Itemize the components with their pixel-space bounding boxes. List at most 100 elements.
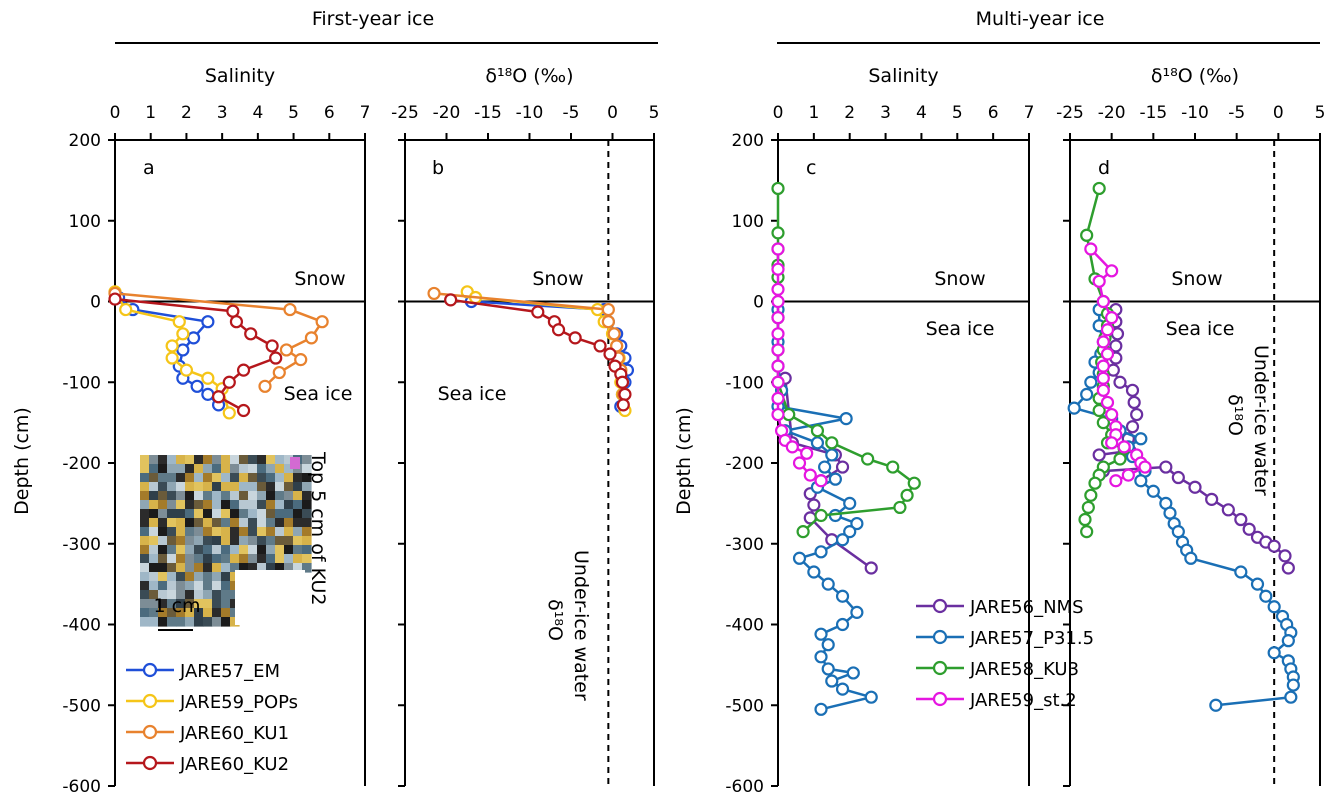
- legend-c: JARE56_NMS JARE57_P31.5 JARE58_KU3 JARE59_s…: [916, 597, 1094, 711]
- x-tick-label-b: -15: [474, 103, 502, 123]
- data-point-JARE57_P31.5: [835, 617, 850, 632]
- data-point-JARE56_NMS: [1109, 339, 1123, 353]
- y-tick-label-c: -200: [725, 454, 764, 474]
- photo-cell: [284, 518, 294, 528]
- photo-cell: [248, 455, 258, 465]
- photo-cell: [221, 590, 231, 600]
- photo-cell: [194, 473, 204, 483]
- photo-cell: [302, 554, 312, 564]
- data-point-JARE57_P31.5: [850, 605, 864, 619]
- y-axis-label-right: Depth (cm): [673, 407, 695, 515]
- x-tick-label-c: 5: [952, 103, 963, 123]
- photo-cell: [203, 572, 213, 582]
- x-tick-label-c: 4: [916, 103, 927, 123]
- data-point-JARE60_KU1: [315, 315, 329, 329]
- photo-cell: [194, 590, 204, 600]
- annotation-under-ice-water: Under-ice water: [570, 550, 592, 701]
- data-point-JARE60_KU1: [601, 302, 615, 317]
- photo-cell: [158, 617, 168, 627]
- photo-cell: [266, 518, 276, 528]
- photo-cell: [275, 536, 285, 546]
- photo-cell: [176, 455, 186, 465]
- data-point-JARE60_KU2: [269, 351, 283, 365]
- photo-cell: [194, 491, 204, 501]
- data-point-JARE58_KU3: [771, 181, 785, 196]
- photo-cell: [140, 464, 150, 474]
- data-point-JARE57_P31.5: [1259, 589, 1273, 603]
- data-point-JARE58_KU3: [771, 226, 785, 240]
- photo-cell: [239, 545, 249, 555]
- data-point-JARE56_NMS: [1188, 480, 1202, 494]
- photo-cell: [239, 527, 249, 537]
- photo-cell: [275, 491, 285, 501]
- data-point-JARE57_P31.5: [1281, 634, 1295, 648]
- data-point-JARE59_st.2: [1138, 460, 1152, 474]
- photo-cell: [230, 554, 240, 564]
- photo-cell: [140, 473, 150, 483]
- photo-cell: [212, 464, 222, 474]
- data-point-JARE60_KU2: [226, 304, 240, 318]
- data-point-JARE57_P31.5: [835, 682, 850, 696]
- photo-cell: [149, 581, 159, 591]
- photo-cell: [203, 536, 213, 546]
- data-point-JARE57_P31.5: [814, 650, 828, 664]
- photo-cell: [140, 500, 150, 510]
- photo-cell: [275, 473, 285, 483]
- photo-cell: [176, 572, 186, 582]
- y-tick-label-c: -300: [725, 535, 764, 555]
- data-point-JARE57_EM: [176, 343, 190, 357]
- data-point-JARE59_st.2: [800, 446, 814, 460]
- data-point-JARE59_st.2: [1121, 468, 1135, 482]
- photo-cell: [248, 509, 258, 519]
- photo-cell: [275, 482, 285, 492]
- photo-cell: [149, 563, 159, 573]
- data-point-JARE57_P31.5: [810, 436, 825, 450]
- photo-cell: [212, 581, 222, 591]
- data-point-JARE56_NMS: [1171, 470, 1185, 485]
- photo-cell: [167, 581, 177, 591]
- legend-label-JARE60_KU2: JARE60_KU2: [179, 754, 289, 775]
- annotation-snow: Snow: [294, 268, 345, 290]
- photo-cell: [185, 536, 195, 546]
- data-point-JARE60_KU2: [236, 363, 251, 377]
- photo-cell: [293, 491, 303, 501]
- data-point-JARE57_EM: [201, 315, 215, 329]
- photo-cell: [239, 482, 249, 492]
- photo-cell: [230, 473, 240, 483]
- photo-cell: [149, 518, 159, 528]
- photo-cell: [257, 527, 267, 537]
- photo-cell: [212, 554, 222, 564]
- photo-cell: [158, 599, 168, 609]
- photo-cell: [194, 545, 204, 555]
- photo-cell: [284, 473, 294, 483]
- photo-cell: [167, 527, 177, 537]
- photo-cell: [149, 545, 159, 555]
- photo-cell: [185, 491, 195, 501]
- series-line-JARE60_KU2: [114, 297, 277, 412]
- x-tick-label-a: 7: [360, 103, 371, 123]
- photo-cell: [176, 608, 186, 618]
- photo-cell: [194, 509, 204, 519]
- data-point-JARE59_POPs: [172, 315, 186, 329]
- annotation-sea-ice: Sea ice: [926, 318, 995, 340]
- photo-cell: [257, 554, 267, 564]
- photo-cell: [176, 545, 186, 555]
- photo-cell: [248, 527, 258, 537]
- photo-cell: [149, 473, 159, 483]
- data-point-JARE58_KU3: [782, 407, 796, 422]
- series-line-JARE58_KU3: [776, 188, 916, 533]
- photo-cell: [149, 509, 159, 519]
- photo-cell: [203, 527, 213, 537]
- data-point-JARE59_POPs: [222, 406, 236, 420]
- data-point-JARE56_NMS: [1267, 539, 1281, 553]
- photo-cell: [212, 590, 222, 600]
- data-point-JARE60_KU2: [615, 375, 630, 389]
- x-tick-label-d: 5: [1315, 103, 1326, 123]
- photo-cell: [293, 563, 303, 573]
- data-point-JARE56_NMS: [1205, 492, 1219, 506]
- photo-cell: [293, 554, 303, 564]
- legend-label-JARE58_KU3: JARE58_KU3: [969, 659, 1079, 680]
- data-point-JARE60_KU1: [279, 343, 294, 357]
- data-point-JARE59_POPs: [176, 327, 190, 341]
- y-tick-label-c: -500: [725, 696, 764, 716]
